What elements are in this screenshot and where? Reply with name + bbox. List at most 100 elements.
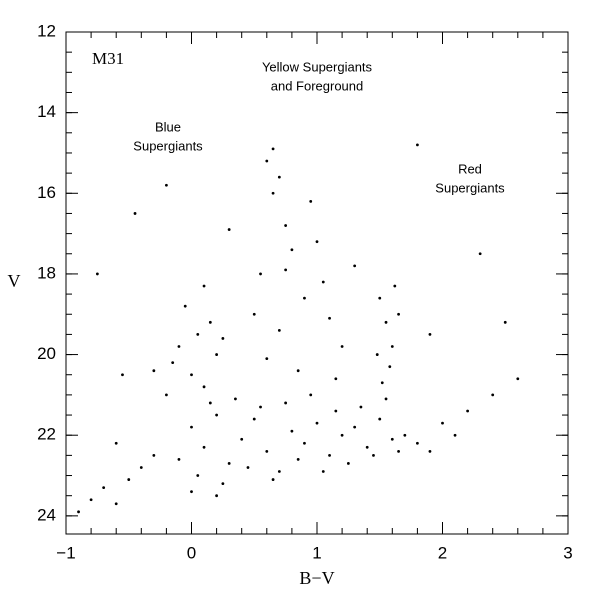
star-point bbox=[208, 401, 212, 405]
star-point bbox=[221, 482, 225, 485]
star-point bbox=[114, 441, 118, 445]
y-tick-label: 18 bbox=[37, 263, 56, 282]
y-axis-label: V bbox=[8, 271, 21, 291]
star-point bbox=[95, 272, 99, 276]
star-point bbox=[380, 381, 384, 385]
star-point bbox=[165, 393, 168, 397]
star-point bbox=[152, 369, 156, 373]
star-point bbox=[372, 453, 375, 457]
star-point bbox=[284, 268, 288, 272]
star-point bbox=[503, 320, 507, 324]
star-point bbox=[334, 377, 338, 381]
star-point bbox=[303, 296, 306, 300]
y-tick-label: 16 bbox=[37, 183, 56, 202]
star-point bbox=[384, 397, 388, 401]
star-point bbox=[315, 240, 319, 244]
star-point bbox=[265, 357, 269, 361]
star-point bbox=[190, 373, 193, 377]
star-point bbox=[397, 449, 400, 453]
star-point bbox=[388, 365, 392, 369]
y-tick-label: 12 bbox=[37, 21, 56, 40]
y-tick-label: 22 bbox=[37, 425, 56, 444]
star-point bbox=[321, 280, 325, 284]
star-point bbox=[240, 437, 244, 441]
star-point bbox=[265, 159, 269, 163]
star-point bbox=[202, 284, 206, 288]
star-point bbox=[353, 264, 357, 268]
star-point bbox=[89, 498, 93, 502]
star-point bbox=[296, 369, 300, 373]
star-point bbox=[114, 502, 118, 506]
star-point bbox=[284, 224, 288, 227]
star-point bbox=[202, 385, 206, 389]
star-point bbox=[340, 433, 344, 437]
star-point bbox=[77, 510, 80, 514]
star-point bbox=[221, 337, 225, 340]
x-tick-label: 3 bbox=[563, 543, 572, 562]
star-point bbox=[234, 397, 237, 401]
star-point bbox=[215, 494, 219, 498]
star-point bbox=[227, 462, 231, 465]
star-point bbox=[397, 312, 400, 316]
star-point bbox=[416, 441, 419, 445]
star-point bbox=[196, 333, 200, 336]
star-point bbox=[171, 361, 175, 365]
star-point bbox=[177, 458, 181, 461]
star-point bbox=[309, 393, 313, 397]
star-point bbox=[359, 405, 363, 409]
star-point bbox=[259, 272, 262, 276]
star-point bbox=[309, 199, 313, 203]
annotation: Supergiants bbox=[133, 138, 203, 153]
star-point bbox=[259, 405, 262, 409]
star-point bbox=[139, 466, 143, 469]
star-point bbox=[393, 284, 397, 288]
annotation: Red bbox=[458, 161, 482, 176]
star-point bbox=[277, 175, 281, 179]
star-point bbox=[215, 353, 219, 356]
y-tick-label: 14 bbox=[37, 102, 56, 121]
star-point bbox=[271, 478, 275, 481]
star-point bbox=[215, 413, 219, 417]
star-point bbox=[328, 453, 331, 457]
star-point bbox=[403, 433, 407, 437]
annotation: Yellow Supergiants bbox=[262, 59, 373, 74]
star-point bbox=[252, 417, 256, 421]
star-point bbox=[290, 248, 294, 252]
star-point bbox=[277, 470, 281, 473]
star-point bbox=[102, 486, 106, 490]
star-point bbox=[334, 409, 338, 413]
star-point bbox=[265, 449, 269, 453]
star-point bbox=[252, 312, 256, 316]
star-point bbox=[246, 466, 250, 469]
annotation: M31 bbox=[92, 49, 124, 68]
star-point bbox=[416, 143, 419, 147]
annotation: Blue bbox=[155, 119, 181, 134]
x-tick-label: −1 bbox=[56, 543, 75, 562]
star-point bbox=[441, 421, 444, 425]
star-point bbox=[271, 191, 275, 195]
y-tick-label: 20 bbox=[37, 344, 56, 363]
star-point bbox=[227, 228, 231, 231]
star-point bbox=[346, 462, 350, 465]
star-point bbox=[303, 441, 306, 445]
star-point bbox=[183, 304, 187, 308]
star-point bbox=[165, 183, 168, 187]
star-point bbox=[353, 425, 357, 429]
star-point bbox=[365, 445, 369, 449]
star-point bbox=[478, 252, 482, 256]
star-point bbox=[208, 320, 212, 324]
star-point bbox=[315, 421, 319, 425]
x-tick-label: 2 bbox=[438, 543, 447, 562]
star-point bbox=[190, 490, 193, 494]
star-point bbox=[177, 345, 181, 348]
star-point bbox=[516, 377, 520, 381]
star-point bbox=[121, 373, 124, 377]
star-point bbox=[127, 478, 131, 481]
star-point bbox=[428, 449, 432, 453]
star-point bbox=[390, 345, 394, 348]
annotation: and Foreground bbox=[271, 78, 364, 93]
star-point bbox=[284, 401, 288, 405]
star-point bbox=[277, 328, 281, 332]
x-axis-label: B−V bbox=[299, 568, 334, 588]
